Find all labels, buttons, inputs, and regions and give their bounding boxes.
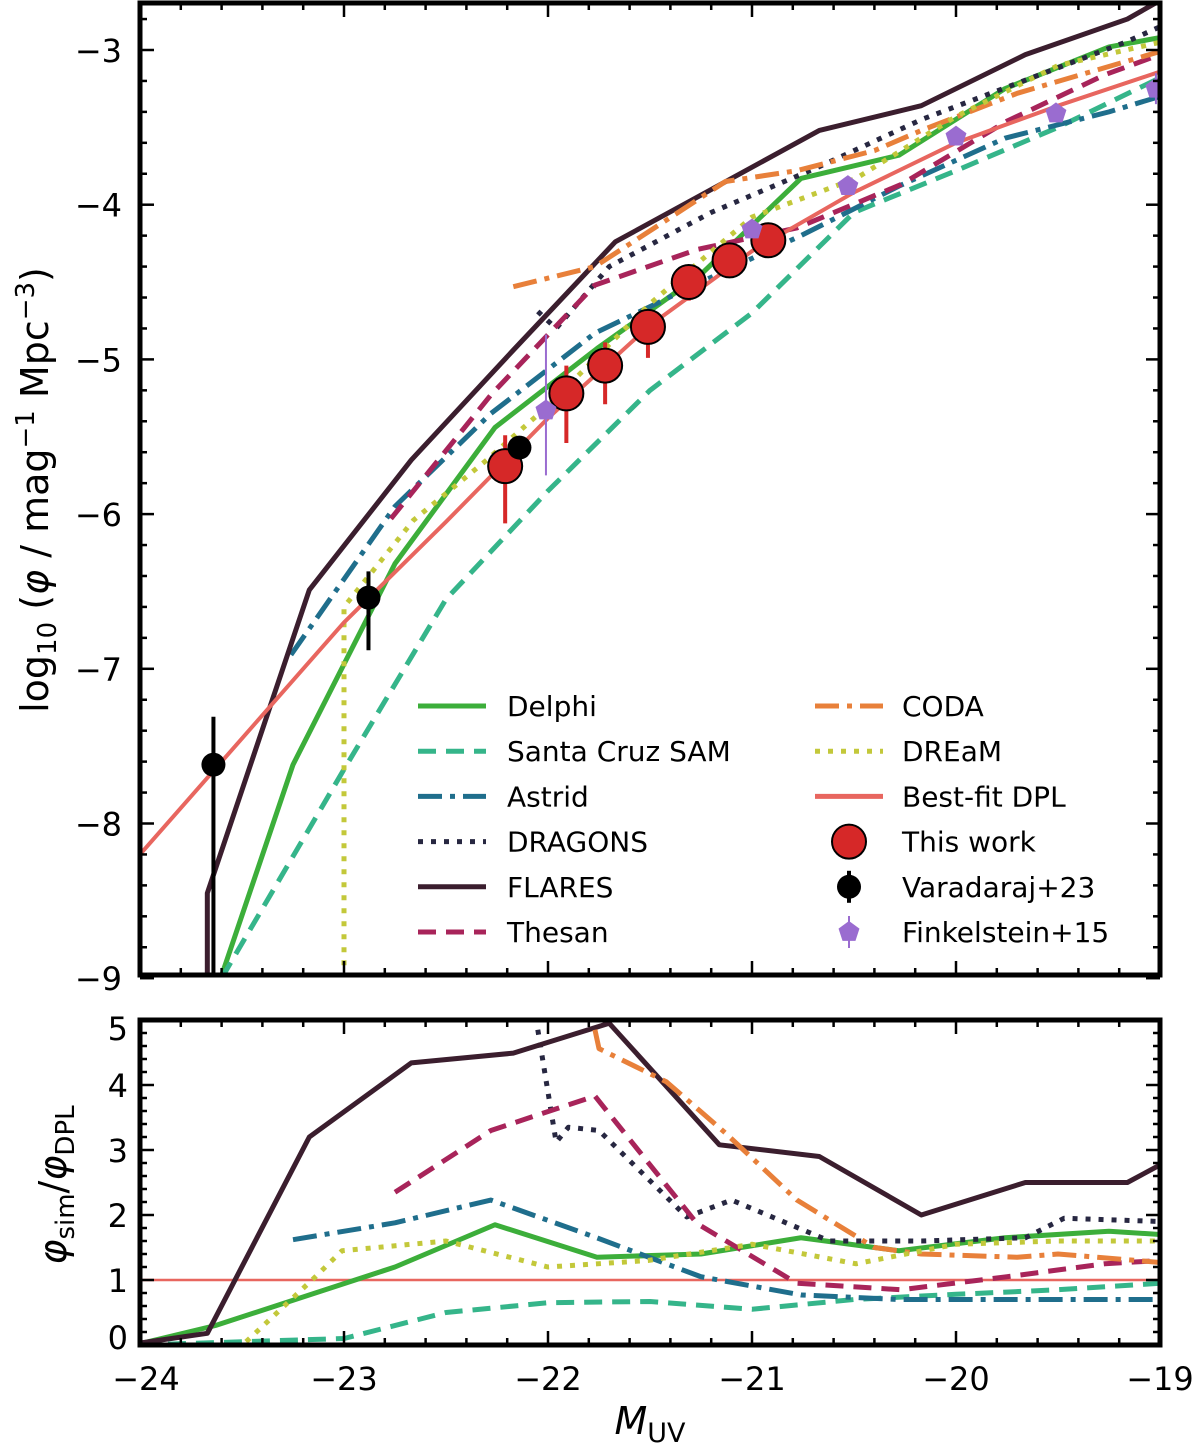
x-tick-label: −19 — [1126, 1360, 1194, 1398]
legend-label: Best-fit DPL — [902, 780, 1066, 813]
legend-label: Santa Cruz SAM — [507, 735, 731, 768]
ratio-line-coda — [592, 1029, 1160, 1265]
legend-entry: Best-fit DPL — [815, 780, 1066, 813]
legend-label: FLARES — [507, 871, 613, 904]
top-y-tick-label: −3 — [75, 32, 122, 70]
legend: Delphi Santa Cruz SAM Astrid DRAGONS FLARES T… — [418, 690, 1109, 949]
legend-label: CODA — [902, 690, 984, 723]
data-point-finkelstein-15 — [1145, 77, 1160, 98]
ratio-line-flares — [140, 1020, 1160, 1345]
bottom-y-tick-label: 5 — [108, 1010, 128, 1048]
data-point-this-work — [548, 375, 585, 412]
series-line-flares — [204, 3, 1160, 975]
x-tick-label: −24 — [112, 1360, 180, 1398]
legend-entry: Delphi — [418, 690, 597, 723]
series-line-dragons — [536, 24, 1160, 331]
bottom-y-axis-label: φsim/φDPL — [31, 1105, 81, 1265]
top-y-axis-label: log10 (φ / mag−1 Mpc−3) — [11, 267, 63, 713]
legend-entry: DREaM — [815, 735, 1002, 768]
legend-label: Varadaraj+23 — [902, 871, 1095, 904]
legend-entry: Thesan — [418, 916, 609, 949]
bottom-y-tick-label: 3 — [108, 1132, 128, 1170]
series-line-coda — [512, 49, 1160, 290]
legend-entry: This work — [831, 823, 1037, 860]
ratio-line-santa-cruz-sam — [140, 1280, 1160, 1345]
data-point-this-work — [587, 347, 624, 384]
top-y-tick-label: −6 — [75, 496, 122, 534]
legend-swatch-finkelstein-15 — [838, 921, 860, 941]
data-point-varadaraj-23 — [356, 585, 381, 610]
legend-entry: Santa Cruz SAM — [418, 735, 731, 768]
legend-swatch-this-work — [831, 823, 867, 860]
x-tick-label: −23 — [310, 1360, 378, 1398]
data-point-finkelstein-15 — [945, 125, 967, 146]
series-line-thesan — [388, 52, 1160, 521]
legend-entry: Finkelstein+15 — [838, 916, 1109, 949]
data-point-varadaraj-23 — [201, 752, 226, 777]
legend-entry: Varadaraj+23 — [837, 870, 1095, 904]
legend-entry: CODA — [815, 690, 984, 723]
x-tick-label: −21 — [718, 1360, 786, 1398]
top-y-tick-label: −4 — [75, 187, 122, 225]
series-line-astrid — [288, 94, 1160, 657]
bottom-panel-frame — [137, 1017, 1163, 1348]
bottom-y-tick-label: 4 — [108, 1067, 128, 1105]
x-tick-label: −22 — [514, 1360, 582, 1398]
legend-label: Finkelstein+15 — [902, 916, 1109, 949]
legend-label: Astrid — [507, 780, 589, 813]
top-panel-frame — [137, 0, 1163, 978]
legend-label: This work — [901, 826, 1037, 859]
top-panel-plot-area — [140, 3, 1160, 975]
bottom-y-tick-label: 2 — [108, 1197, 128, 1235]
top-y-tick-label: −5 — [75, 341, 122, 379]
legend-label: Thesan — [506, 916, 609, 949]
data-point-finkelstein-15 — [1045, 102, 1067, 123]
axis-ticks: −9 −8 −7 −6 −5 −4 −3 0 1 2 3 4 5 −24 −23 −22 −21 −20 −19 — [75, 3, 1194, 1398]
ratio-line-dragons — [535, 1029, 1160, 1244]
series-line-santa-cruz-sam — [220, 75, 1160, 975]
data-point-finkelstein-15 — [741, 218, 763, 239]
data-point-finkelstein-15 — [837, 175, 859, 196]
ratio-line-astrid — [292, 1197, 1160, 1302]
top-y-tick-label: −9 — [75, 960, 122, 998]
legend-entry: FLARES — [418, 871, 613, 904]
data-point-this-work — [629, 308, 666, 345]
ratio-line-dream — [244, 1238, 1160, 1344]
legend-swatch-varadaraj-23 — [837, 874, 861, 899]
x-axis-label: MUV — [614, 1399, 686, 1444]
bottom-y-tick-label: 0 — [108, 1319, 128, 1357]
data-point-finkelstein-15 — [535, 399, 557, 420]
ratio-line-thesan — [393, 1093, 1160, 1293]
legend-entry: Astrid — [418, 780, 589, 813]
top-y-tick-label: −7 — [75, 651, 122, 689]
data-point-varadaraj-23 — [507, 435, 532, 460]
bottom-y-tick-label: 1 — [108, 1262, 128, 1300]
data-point-this-work — [711, 242, 748, 279]
legend-label: Delphi — [507, 690, 597, 723]
legend-label: DRAGONS — [507, 826, 648, 859]
legend-label: DREaM — [902, 735, 1002, 768]
top-y-tick-label: −8 — [75, 806, 122, 844]
data-point-this-work — [670, 264, 707, 301]
bottom-panel-plot-area — [140, 1020, 1160, 1345]
x-tick-label: −20 — [922, 1360, 990, 1398]
series-line-dream — [341, 39, 1160, 975]
legend-entry: DRAGONS — [418, 826, 648, 859]
